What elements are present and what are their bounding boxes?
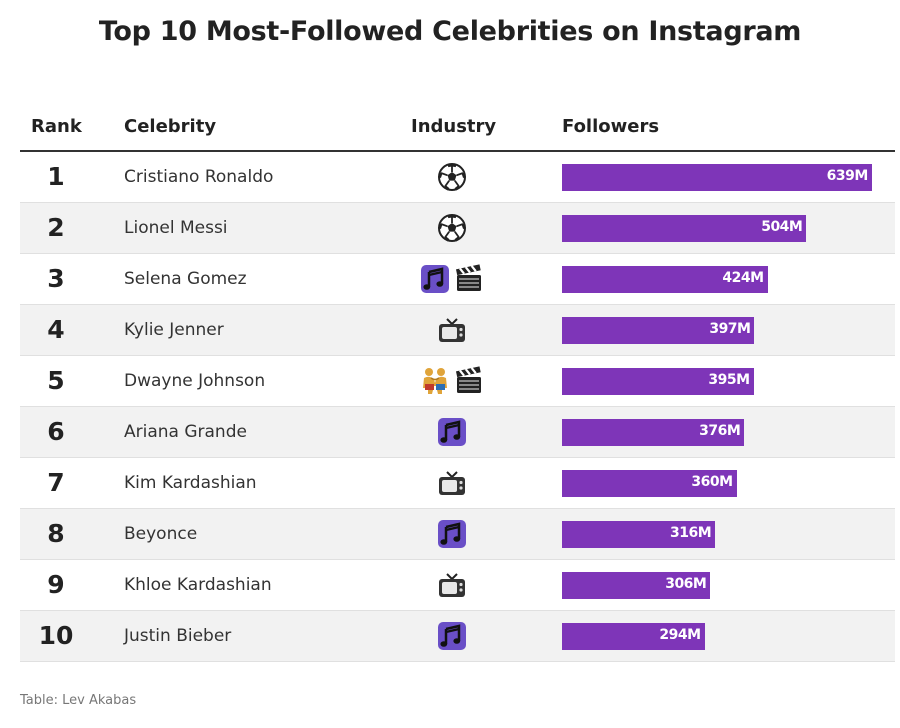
industry-header: Industry — [411, 116, 497, 137]
industry-icons — [402, 366, 502, 396]
table-row: 1 Cristiano Ronaldo 639M — [20, 152, 895, 203]
music-notes-icon — [437, 417, 467, 447]
followers-bar-track: 316M — [562, 521, 882, 548]
celebrity-name: Ariana Grande — [124, 422, 247, 442]
followers-bar: 639M — [562, 164, 872, 191]
music-notes-icon — [437, 621, 467, 651]
followers-bar: 504M — [562, 215, 807, 242]
table-row: 5 Dwayne Johnson 395M — [20, 356, 895, 407]
table-row: 6 Ariana Grande 376M — [20, 407, 895, 458]
followers-label: 397M — [709, 321, 751, 337]
table-row: 4 Kylie Jenner 397M — [20, 305, 895, 356]
table-body: 1 Cristiano Ronaldo 639M 2 Lionel Messi 504M 3… — [20, 152, 895, 662]
clapper-board-icon — [454, 264, 484, 294]
rank-cell: 7 — [47, 468, 65, 497]
rank-cell: 5 — [47, 366, 65, 395]
table-row: 9 Khloe Kardashian 306M — [20, 560, 895, 611]
chart-title: Top 10 Most-Followed Celebrities on Inst… — [98, 16, 802, 47]
source-credit: Table: Lev Akabas — [20, 693, 137, 708]
followers-header: Followers — [562, 116, 660, 137]
followers-label: 639M — [826, 168, 869, 184]
rank-cell: 4 — [47, 315, 65, 344]
followers-label: 294M — [659, 627, 701, 643]
rank-cell: 2 — [47, 213, 65, 242]
followers-bar: 376M — [562, 419, 745, 446]
industry-icons — [402, 519, 502, 549]
celebrity-name: Dwayne Johnson — [124, 371, 266, 391]
rank-cell: 8 — [47, 519, 65, 548]
followers-bar-track: 424M — [562, 266, 882, 293]
followers-bar-track: 294M — [562, 623, 882, 650]
music-notes-icon — [437, 519, 467, 549]
rank-cell: 1 — [47, 162, 65, 191]
table-row: 2 Lionel Messi 504M — [20, 203, 895, 254]
rank-cell: 6 — [47, 417, 65, 446]
rank-header: Rank — [31, 116, 82, 137]
table-row: 7 Kim Kardashian 360M — [20, 458, 895, 509]
rank-cell: 9 — [47, 570, 65, 599]
wrestlers-icon — [420, 366, 450, 396]
followers-bar: 424M — [562, 266, 768, 293]
television-icon — [437, 570, 467, 600]
industry-icons — [402, 468, 502, 498]
rank-cell: 10 — [38, 621, 74, 650]
rank-cell: 3 — [47, 264, 65, 293]
industry-icons — [402, 264, 502, 294]
celebrity-name: Cristiano Ronaldo — [124, 167, 274, 187]
television-icon — [437, 315, 467, 345]
followers-bar-track: 306M — [562, 572, 882, 599]
followers-label: 504M — [761, 219, 803, 235]
soccer-ball-icon — [437, 162, 467, 192]
followers-bar: 397M — [562, 317, 755, 344]
followers-bar-track: 504M — [562, 215, 882, 242]
followers-bar-track: 395M — [562, 368, 882, 395]
table-row: 3 Selena Gomez 424M — [20, 254, 895, 305]
celebrity-name: Justin Bieber — [124, 626, 232, 646]
industry-icons — [402, 162, 502, 192]
clapper-board-icon — [454, 366, 484, 396]
followers-bar-track: 397M — [562, 317, 882, 344]
soccer-ball-icon — [437, 213, 467, 243]
industry-icons — [402, 417, 502, 447]
celebrity-name: Kim Kardashian — [124, 473, 257, 493]
followers-label: 395M — [708, 372, 750, 388]
celebrity-table: Rank Celebrity Industry Followers 1 Crist… — [20, 104, 895, 662]
followers-bar: 294M — [562, 623, 705, 650]
industry-icons — [402, 315, 502, 345]
table-row: 8 Beyonce 316M — [20, 509, 895, 560]
industry-icons — [402, 621, 502, 651]
followers-bar-track: 376M — [562, 419, 882, 446]
celebrity-name: Selena Gomez — [124, 269, 247, 289]
celebrity-header: Celebrity — [124, 116, 217, 137]
table-row: 10 Justin Bieber 294M — [20, 611, 895, 662]
followers-bar-track: 639M — [562, 164, 882, 191]
followers-label: 306M — [665, 576, 707, 592]
celebrity-name: Beyonce — [124, 524, 198, 544]
followers-bar: 316M — [562, 521, 716, 548]
followers-bar: 360M — [562, 470, 737, 497]
followers-bar-track: 360M — [562, 470, 882, 497]
followers-label: 316M — [670, 525, 712, 541]
celebrity-name: Lionel Messi — [124, 218, 228, 238]
table-header: Rank Celebrity Industry Followers — [20, 104, 895, 152]
followers-label: 424M — [722, 270, 764, 286]
television-icon — [437, 468, 467, 498]
followers-label: 360M — [691, 474, 733, 490]
industry-icons — [402, 213, 502, 243]
industry-icons — [402, 570, 502, 600]
music-notes-icon — [420, 264, 450, 294]
followers-label: 376M — [699, 423, 741, 439]
followers-bar: 395M — [562, 368, 754, 395]
followers-bar: 306M — [562, 572, 711, 599]
celebrity-name: Kylie Jenner — [124, 320, 224, 340]
celebrity-name: Khloe Kardashian — [124, 575, 272, 595]
